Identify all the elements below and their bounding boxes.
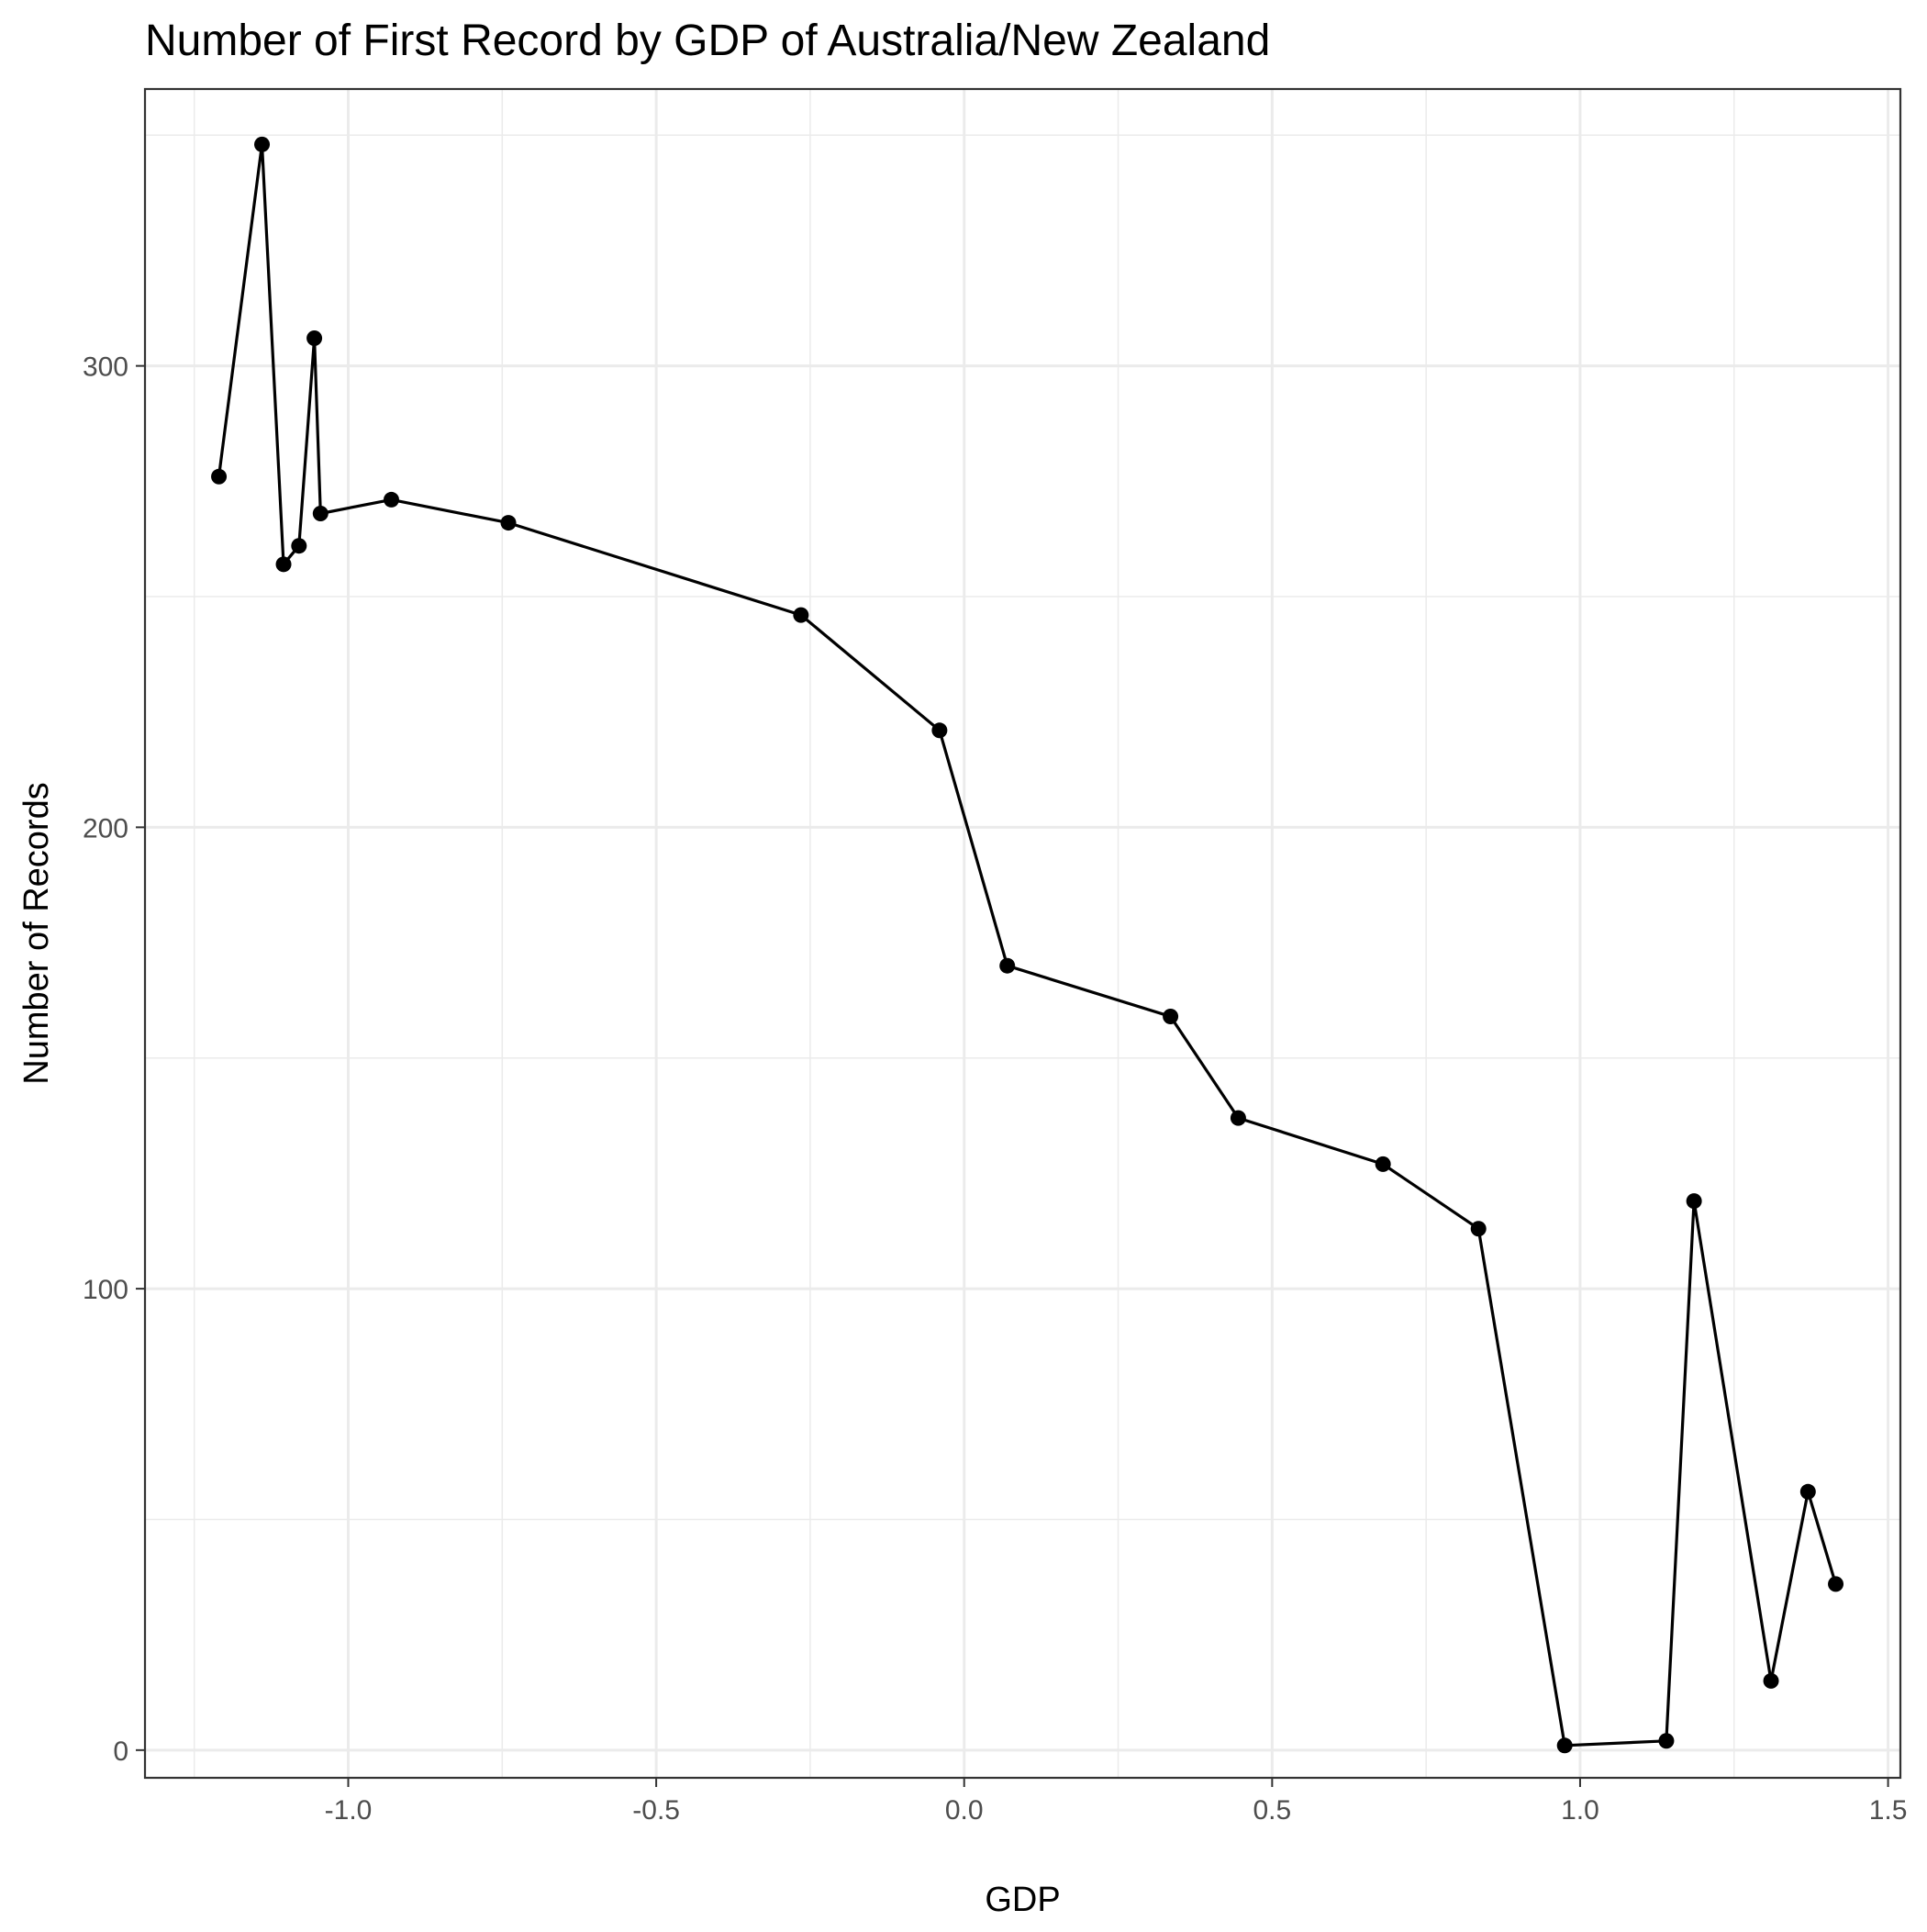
y-axis-title: Number of Records [17, 782, 56, 1084]
y-axis: 0 100 200 300 [83, 352, 145, 1767]
x-tick-label: 0.5 [1253, 1795, 1291, 1826]
chart-title: Number of First Record by GDP of Austral… [145, 17, 1270, 65]
data-point [1658, 1733, 1675, 1749]
data-point [1163, 1008, 1179, 1024]
x-tick-label: 1.0 [1561, 1795, 1599, 1826]
x-tick-label: -0.5 [632, 1795, 680, 1826]
x-axis: -1.0 -0.5 0.0 0.5 1.0 1.5 [325, 1778, 1908, 1826]
x-tick-label: 0.0 [945, 1795, 984, 1826]
data-point [211, 468, 228, 485]
y-tick-label: 0 [113, 1737, 128, 1767]
data-point [1230, 1110, 1246, 1126]
major-gridlines [145, 89, 1900, 1778]
x-axis-title: GDP [985, 1881, 1060, 1919]
y-tick-label: 200 [83, 813, 128, 843]
y-tick-label: 300 [83, 352, 128, 383]
data-point [1375, 1156, 1391, 1172]
data-point [291, 538, 307, 554]
data-point [1828, 1576, 1844, 1592]
data-point [383, 491, 399, 508]
x-tick-label: -1.0 [325, 1795, 373, 1826]
data-point [1556, 1737, 1573, 1754]
data-point [1763, 1672, 1779, 1689]
data-point [931, 722, 948, 739]
data-point [1470, 1221, 1487, 1237]
plot-panel-border [143, 87, 1902, 1780]
x-tick-label: 1.5 [1869, 1795, 1908, 1826]
minor-gridlines [145, 89, 1900, 1778]
data-point [999, 957, 1016, 974]
data-point [254, 136, 271, 152]
data-point [1799, 1483, 1816, 1500]
data-point [312, 506, 329, 522]
y-tick-label: 100 [83, 1275, 128, 1305]
data-point [306, 329, 323, 346]
data-point [1686, 1193, 1702, 1210]
data-point [500, 515, 517, 531]
series-layer [211, 136, 1844, 1754]
data-point [275, 556, 292, 573]
data-point [793, 607, 809, 623]
